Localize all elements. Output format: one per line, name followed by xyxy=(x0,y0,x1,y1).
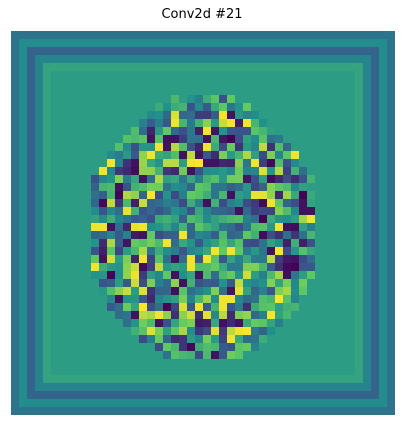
feature-map-image xyxy=(11,31,395,415)
figure-title: Conv2d #21 xyxy=(161,7,243,22)
